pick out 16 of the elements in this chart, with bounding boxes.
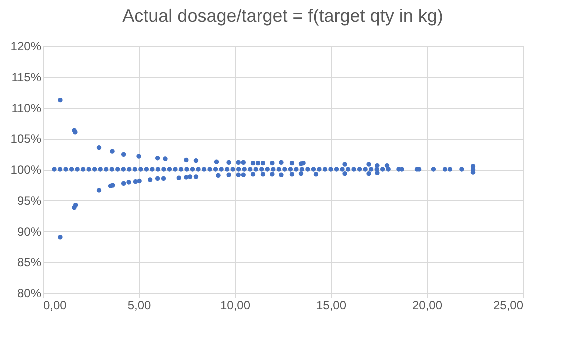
y-tick-label: 100% (10, 163, 42, 177)
y-tick-label: 105% (10, 132, 42, 146)
x-tick-label: 20,00 (412, 298, 443, 312)
y-tick-label: 120% (10, 40, 42, 54)
y-tick-label: 95% (17, 194, 42, 208)
x-tick-label: 10,00 (220, 298, 251, 312)
y-tick-label: 115% (12, 70, 42, 84)
x-tick-label: 15,00 (316, 298, 347, 312)
y-tick-label: 110% (12, 101, 42, 116)
chart-title: Actual dosage/target = f(target qty in kg) (122, 6, 444, 26)
y-tick-label: 90% (17, 224, 42, 239)
x-tick-label: 25,00 (493, 298, 524, 312)
x-tick-label: 5,00 (128, 298, 152, 312)
y-tick-label: 85% (17, 256, 42, 270)
x-tick-label: 0,00 (44, 298, 68, 312)
y-tick-label: 80% (17, 286, 42, 300)
